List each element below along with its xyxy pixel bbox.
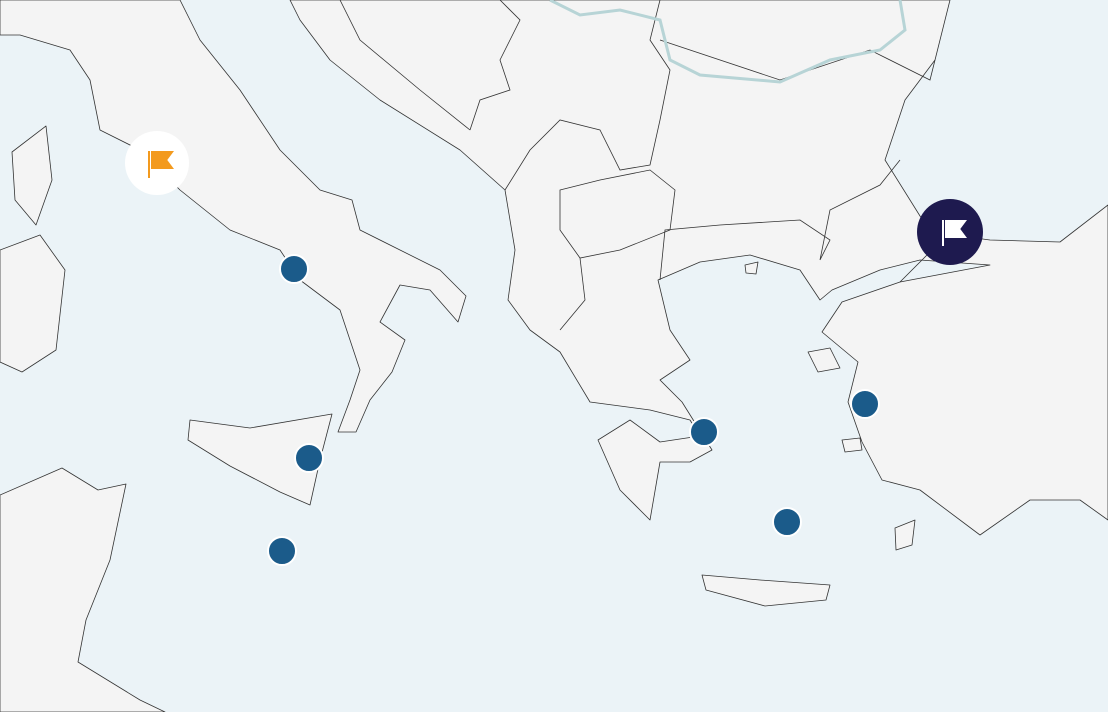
sardinia (0, 234, 66, 373)
border (339, 0, 951, 331)
location-pin[interactable] (279, 254, 309, 284)
africa (0, 467, 166, 712)
location-pin[interactable] (689, 417, 719, 447)
flag-marker[interactable] (917, 199, 983, 265)
flag-icon (942, 220, 967, 246)
island (894, 519, 916, 551)
island (807, 347, 841, 373)
flag-marker[interactable] (125, 131, 189, 195)
flag-icon (148, 151, 174, 178)
river (549, 0, 907, 84)
balkans-greece-turkey (289, 0, 1108, 536)
location-pin[interactable] (850, 389, 880, 419)
corsica (11, 125, 53, 226)
sicily (187, 413, 333, 506)
island (841, 437, 863, 453)
location-pin[interactable] (772, 507, 802, 537)
location-pin[interactable] (267, 536, 297, 566)
crete (701, 574, 831, 607)
island (744, 261, 759, 275)
location-pin[interactable] (294, 443, 324, 473)
